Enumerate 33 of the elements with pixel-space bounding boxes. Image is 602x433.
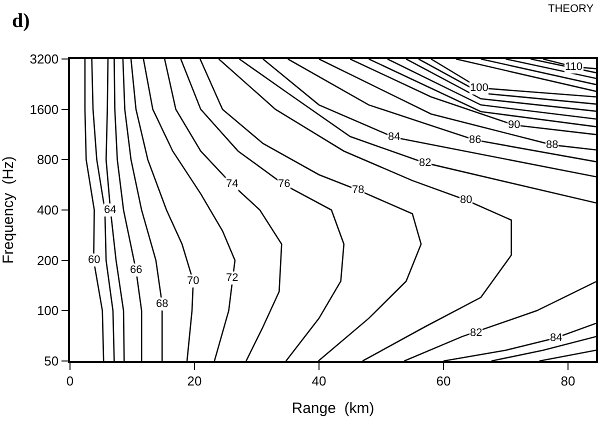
- annotation: 64: [104, 204, 116, 216]
- x-tick-label: 60: [436, 373, 451, 388]
- annotation: 60: [88, 254, 100, 266]
- y-tick-label: 800: [36, 152, 59, 168]
- x-tick-label: 20: [187, 373, 202, 388]
- annotation: 68: [156, 298, 168, 310]
- x-axis-title: Range (km): [292, 400, 374, 417]
- annotation: 76: [278, 178, 290, 190]
- x-tick-label: 40: [312, 373, 326, 388]
- annotation: 82: [470, 327, 482, 339]
- annotation: 82: [419, 157, 432, 169]
- y-tick-label: 50: [44, 354, 59, 369]
- annotation: 84: [550, 332, 562, 344]
- text: THEORY: [548, 3, 594, 15]
- annotation: 74: [226, 178, 238, 190]
- y-tick-label: 100: [36, 303, 59, 318]
- annotation: 80: [460, 194, 472, 206]
- annotation: 66: [130, 264, 142, 276]
- x-tick-label: 0: [66, 373, 74, 388]
- annotation: 84: [388, 131, 400, 143]
- annotation: 88: [546, 139, 558, 151]
- annotation: 70: [187, 275, 200, 287]
- annotation: 90: [508, 119, 520, 131]
- y-tick-label: 1600: [30, 102, 59, 117]
- annotation: 78: [352, 184, 364, 196]
- chart-title: d): [12, 10, 30, 32]
- y-tick-label: 200: [36, 252, 59, 268]
- y-tick-label: 3200: [30, 52, 59, 67]
- annotation: 72: [226, 272, 238, 284]
- x-tick-label: 80: [560, 373, 576, 388]
- y-axis-title: Frequency (Hz): [0, 156, 17, 264]
- y-tick-label: 400: [36, 202, 59, 218]
- annotation: 86: [469, 134, 482, 146]
